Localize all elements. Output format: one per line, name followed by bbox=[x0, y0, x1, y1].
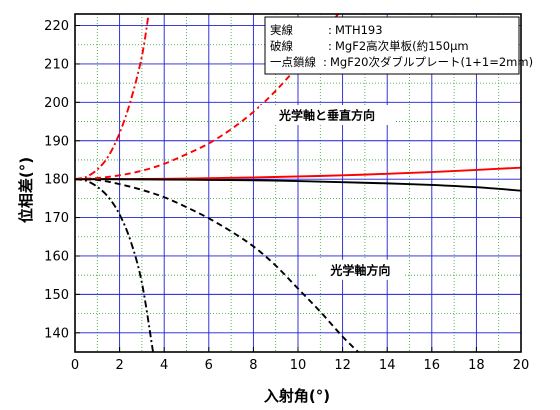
y-axis-title: 位相差(°) bbox=[17, 157, 35, 223]
annotation-box bbox=[258, 105, 395, 126]
legend-frame bbox=[264, 16, 520, 75]
y-tick-label: 210 bbox=[44, 57, 69, 72]
y-tick-label: 160 bbox=[44, 249, 69, 264]
x-tick-label: 14 bbox=[379, 358, 396, 373]
legend-style-dashed: 破線 bbox=[270, 39, 293, 53]
legend-sep-dashdot: : bbox=[323, 55, 327, 69]
legend-style-dashdot: 一点鎖線 bbox=[270, 55, 316, 69]
series-layer bbox=[75, 14, 521, 352]
x-tick-label: 2 bbox=[115, 358, 123, 373]
legend-desc-solid: MTH193 bbox=[335, 23, 383, 37]
x-axis-title: 入射角(°) bbox=[264, 387, 330, 405]
legend-sep-dashed: : bbox=[328, 39, 332, 53]
series-line-dashdot-black bbox=[75, 178, 154, 352]
x-tick-label: 12 bbox=[334, 358, 351, 373]
x-tick-label: 20 bbox=[513, 358, 530, 373]
annotation-label: 光学軸と垂直方向 bbox=[278, 108, 375, 123]
legend: 実線 : MTH193 破線 : MgF2高次単板(約150μm 一点鎖線 : … bbox=[264, 16, 533, 75]
x-tick-label: 0 bbox=[71, 358, 79, 373]
series-line-dashed-red bbox=[75, 14, 339, 181]
tick-layer: 0 2 4 6 8 10 12 14 16 18 20 140 150 160 170 180 190 200 21… bbox=[44, 19, 529, 373]
annotation-box bbox=[317, 259, 404, 280]
series-line-dashed-black bbox=[75, 178, 359, 352]
legend-desc-dashed: MgF2高次単板(約150μm bbox=[335, 39, 469, 53]
y-tick-label: 150 bbox=[44, 288, 69, 303]
annotation-label: 光学軸方向 bbox=[329, 262, 390, 277]
x-tick-label: 6 bbox=[205, 358, 213, 373]
y-tick-label: 200 bbox=[44, 96, 69, 111]
x-tick-label: 4 bbox=[160, 358, 168, 373]
y-tick-label: 190 bbox=[44, 134, 69, 149]
series-line-solid-black bbox=[75, 178, 521, 192]
y-tick-label: 220 bbox=[44, 19, 69, 34]
legend-style-solid: 実線 bbox=[270, 23, 293, 37]
y-tick-label: 140 bbox=[44, 326, 69, 341]
legend-desc-dashdot: MgF20次ダブルプレート(1+1=2mm) bbox=[330, 55, 533, 69]
x-tick-label: 8 bbox=[249, 358, 257, 373]
x-tick-label: 18 bbox=[468, 358, 485, 373]
y-tick-label: 170 bbox=[44, 211, 69, 226]
legend-sep-solid: : bbox=[328, 23, 332, 37]
y-tick-label: 180 bbox=[44, 173, 69, 188]
x-tick-label: 16 bbox=[424, 358, 441, 373]
x-tick-label: 10 bbox=[290, 358, 307, 373]
